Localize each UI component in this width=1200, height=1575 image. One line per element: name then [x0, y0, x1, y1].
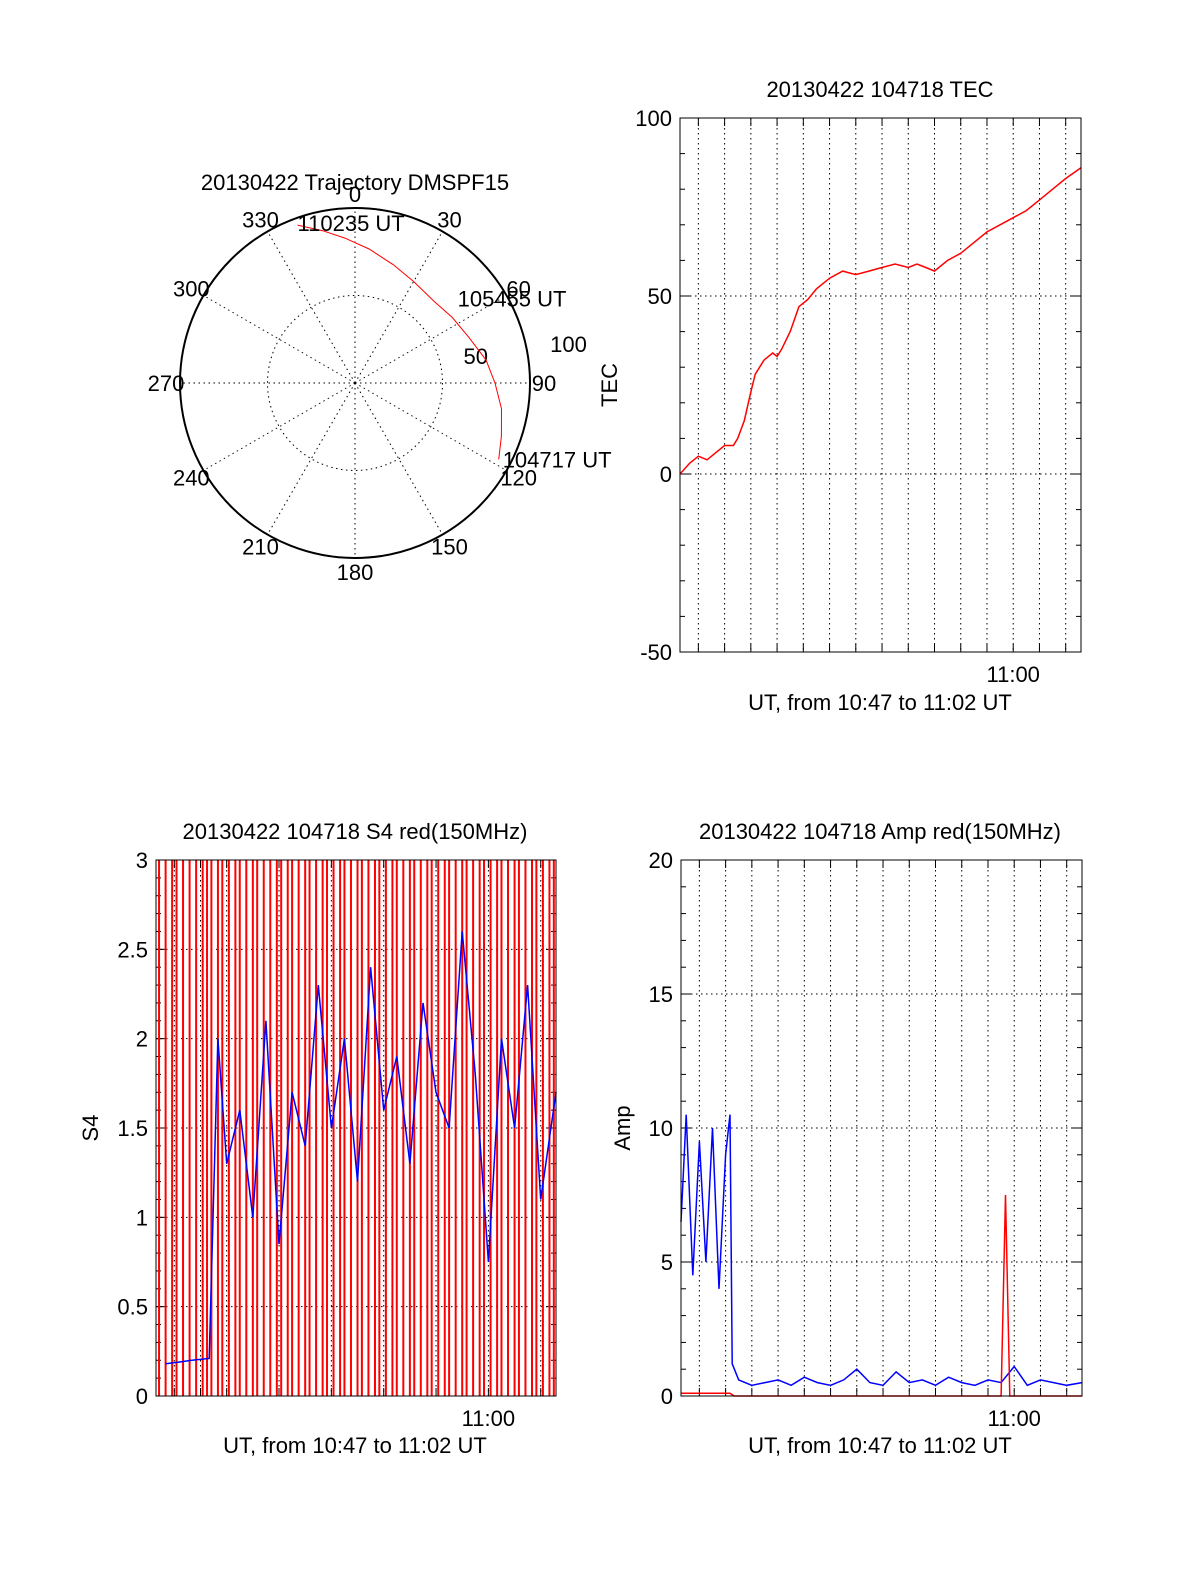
s4-y-tick-label: 2.5	[117, 937, 148, 962]
s4-y-tick-label: 3	[136, 848, 148, 873]
s4-y-tick-label: 2	[136, 1027, 148, 1052]
amp-y-tick-label: 20	[649, 848, 673, 873]
amp-grid	[681, 859, 1082, 1397]
polar-spoke	[267, 382, 356, 535]
tec-y-tick-label: -50	[640, 640, 672, 665]
annotation-mid-time: 105455 UT	[458, 286, 567, 311]
tec-y-axis-label: TEC	[597, 363, 622, 407]
tec-series-line	[679, 167, 1082, 475]
tec-plot-frame	[679, 117, 1082, 653]
polar-spoke	[203, 382, 356, 471]
polar-angle-label: 300	[173, 277, 210, 302]
polar-angle-label: 180	[337, 560, 374, 585]
polar-spoke	[203, 295, 356, 384]
polar-spoke	[354, 295, 507, 384]
polar-outer-circle	[179, 207, 531, 559]
polar-trajectory-chart: 20130422 Trajectory DMSPF15 0 30 60 90 120 15…	[148, 170, 612, 585]
s4-title: 20130422 104718 S4 red(150MHz)	[183, 819, 528, 844]
amp-y-axis-label: Amp	[610, 1105, 635, 1150]
s4-y-tick-labels: 0 0.5 1 1.5 2 2.5 3	[117, 848, 148, 1409]
polar-radial-ring	[267, 295, 443, 471]
polar-angle-label: 120	[500, 466, 537, 491]
polar-angle-label: 330	[242, 207, 279, 232]
amp-y-tick-label: 5	[661, 1250, 673, 1275]
polar-angle-label: 210	[242, 535, 279, 560]
polar-grid	[179, 207, 531, 559]
polar-angle-label: 240	[173, 466, 210, 491]
polar-angle-label: 90	[532, 371, 556, 396]
polar-spoke	[267, 231, 356, 384]
tec-chart: 20130422 104718 TEC -50 0 50 100 11:00 UT, …	[597, 77, 1082, 715]
amp-series	[680, 1114, 1083, 1397]
annotation-start-time: 104717 UT	[503, 447, 612, 472]
polar-angle-label: 270	[148, 371, 185, 396]
annotation-end-time: 110235 UT	[298, 211, 405, 236]
amp-x-tick-labels: 11:00	[988, 1406, 1041, 1431]
s4-series	[158, 860, 557, 1396]
trajectory-line	[297, 224, 503, 460]
polar-angle-label: 60	[506, 277, 530, 302]
amp-title: 20130422 104718 Amp red(150MHz)	[699, 819, 1061, 844]
polar-spoke	[354, 382, 507, 471]
tec-series	[679, 167, 1082, 475]
amp-y-tick-label: 15	[649, 982, 673, 1007]
polar-spoke	[354, 382, 443, 535]
s4-series-line	[165, 931, 557, 1365]
s4-x-tick-labels: 11:00	[462, 1406, 515, 1431]
amp-series-line	[681, 1194, 1082, 1397]
amp-series-line	[680, 1114, 1083, 1387]
amp-y-tick-labels: 0 5 10 15 20	[649, 848, 673, 1409]
amp-y-tick-label: 0	[661, 1384, 673, 1409]
polar-angle-label: 30	[437, 207, 461, 232]
s4-y-tick-label: 0	[136, 1384, 148, 1409]
tec-title: 20130422 104718 TEC	[766, 77, 993, 102]
s4-x-tick-label: 11:00	[462, 1406, 515, 1431]
tec-y-tick-label: 100	[635, 106, 672, 131]
s4-chart: 20130422 104718 S4 red(150MHz) 0 0.5 1 1.5 2…	[78, 819, 557, 1458]
s4-y-tick-label: 1.5	[117, 1116, 148, 1141]
s4-y-axis-label: S4	[78, 1115, 103, 1142]
trajectory-annotations: 110235 UT 105455 UT 104717 UT	[298, 211, 612, 472]
amp-y-tick-label: 10	[649, 1116, 673, 1141]
tec-x-tick-label: 11:00	[987, 662, 1040, 687]
tec-x-tick-labels: 11:00	[987, 662, 1040, 687]
tec-grid	[680, 117, 1081, 653]
amp-chart: 20130422 104718 Amp red(150MHz) 0 5 10 15 20…	[610, 819, 1083, 1458]
s4-y-tick-label: 1	[136, 1205, 148, 1230]
tec-y-tick-labels: -50 0 50 100	[635, 106, 672, 665]
polar-radial-label-50: 50	[464, 344, 488, 369]
s4-y-tick-label: 0.5	[117, 1295, 148, 1320]
polar-angle-labels: 0 30 60 90 120 150 180 210 240 270 300 330	[148, 182, 557, 585]
polar-title: 20130422 Trajectory DMSPF15	[201, 170, 509, 195]
amp-plot-frame	[680, 859, 1083, 1397]
tec-x-axis-label: UT, from 10:47 to 11:02 UT	[748, 690, 1012, 715]
tec-y-tick-label: 0	[660, 462, 672, 487]
polar-radial-label-100: 100	[550, 332, 587, 357]
amp-x-tick-label: 11:00	[988, 1406, 1041, 1431]
s4-plot-frame	[155, 859, 557, 1397]
polar-angle-label: 0	[349, 182, 361, 207]
s4-x-axis-label: UT, from 10:47 to 11:02 UT	[223, 1433, 487, 1458]
polar-spoke	[354, 231, 443, 384]
tec-y-tick-label: 50	[648, 284, 672, 309]
amp-x-axis-label: UT, from 10:47 to 11:02 UT	[748, 1433, 1012, 1458]
polar-angle-label: 150	[431, 535, 468, 560]
